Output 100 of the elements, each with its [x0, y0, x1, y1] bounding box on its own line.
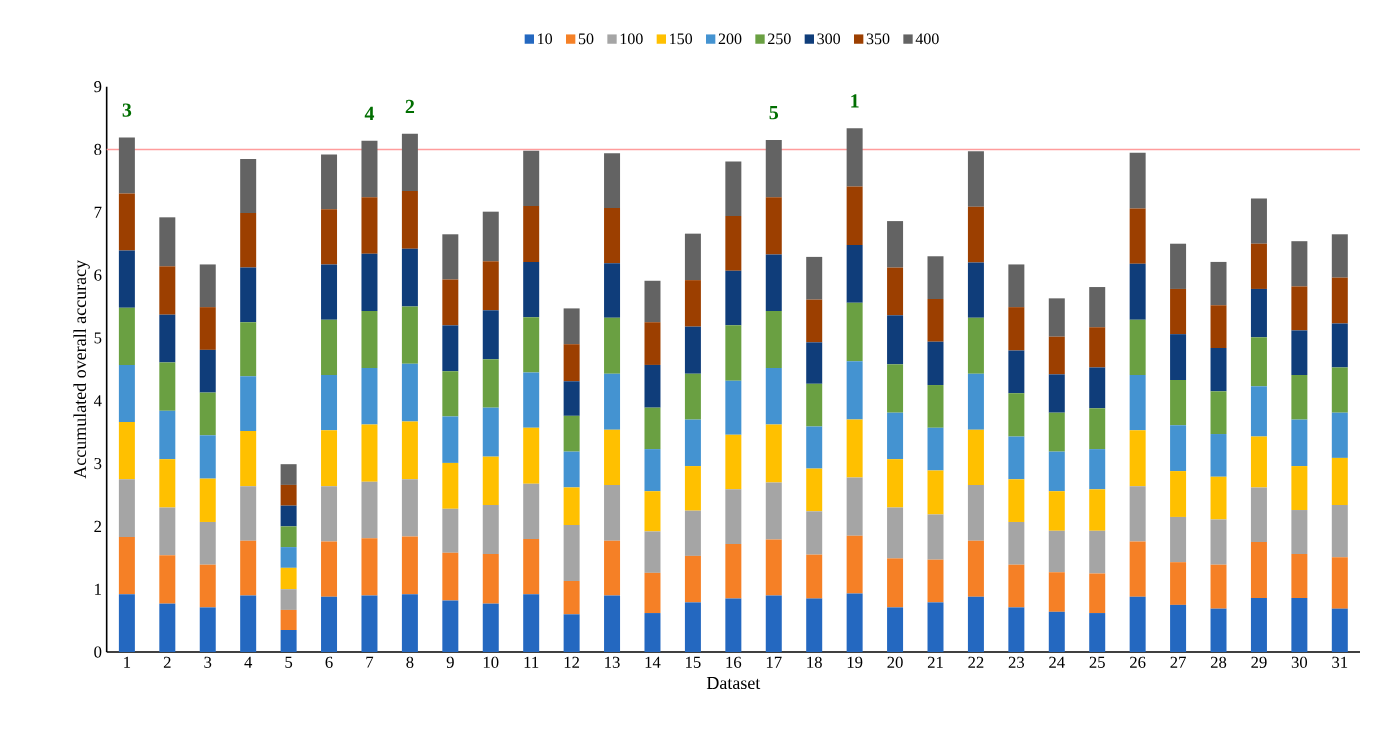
bar: [887, 607, 904, 652]
bar: [240, 430, 257, 487]
bar: [927, 470, 944, 515]
bar: [604, 540, 621, 596]
bar: [442, 508, 459, 553]
bar: [240, 595, 257, 652]
bar: [442, 416, 459, 463]
legend-label: 100: [620, 33, 643, 45]
bar: [482, 310, 499, 360]
bar: [1170, 380, 1187, 426]
bar: [1291, 241, 1308, 287]
x-tick-label: 27: [1170, 656, 1186, 668]
bar: [806, 342, 823, 384]
bar: [1048, 491, 1065, 531]
bar: [482, 211, 499, 262]
bar: [644, 613, 661, 652]
bar: [725, 543, 742, 599]
bar: [644, 322, 661, 365]
bar: [199, 435, 216, 479]
y-tick-label: 9: [94, 81, 102, 93]
legend-label: 200: [718, 33, 742, 45]
bar: [563, 308, 580, 345]
x-tick-label: 5: [285, 656, 293, 668]
bar: [240, 322, 257, 377]
bar: [321, 319, 338, 375]
bar: [846, 477, 863, 536]
bar: [199, 392, 216, 436]
bar: [1250, 386, 1267, 437]
bar: [159, 555, 176, 604]
bar: [1008, 264, 1025, 308]
x-tick-label: 17: [766, 656, 782, 668]
bar: [280, 547, 297, 568]
bar: [644, 364, 661, 408]
bar: [361, 424, 378, 482]
bar: [1089, 530, 1106, 574]
x-tick-label: 13: [605, 656, 620, 668]
bar: [765, 539, 782, 596]
legend-label: 10: [538, 33, 553, 45]
bar: [159, 459, 176, 508]
annotation: 4: [364, 106, 375, 120]
bar: [361, 197, 378, 254]
y-tick-label: 8: [94, 143, 102, 156]
bar: [846, 535, 863, 594]
x-tick-label: 11: [524, 656, 539, 668]
bar: [280, 567, 297, 590]
bar: [765, 595, 782, 652]
bar: [604, 595, 621, 652]
bar: [280, 526, 297, 548]
bar: [1331, 412, 1348, 458]
bar: [482, 407, 499, 457]
bar: [684, 510, 701, 556]
bar: [442, 325, 459, 372]
x-tick-label: 30: [1291, 656, 1308, 668]
bar: [199, 349, 216, 393]
bar: [240, 486, 257, 541]
bar: [887, 364, 904, 413]
bar: [1291, 286, 1308, 331]
x-tick-label: 14: [645, 656, 661, 668]
bar: [684, 373, 701, 420]
bar: [523, 372, 540, 428]
bar: [725, 161, 742, 217]
bar: [523, 206, 540, 262]
bar: [1331, 608, 1348, 652]
bar: [1210, 564, 1227, 609]
bar: [199, 478, 216, 522]
y-tick-label: 6: [94, 269, 102, 281]
bar: [1331, 277, 1348, 324]
bar: [401, 190, 418, 249]
bar: [684, 280, 701, 327]
bar: [1008, 521, 1025, 565]
bar: [1089, 489, 1106, 531]
bar: [401, 133, 418, 191]
bar: [1129, 596, 1146, 652]
bar: [967, 540, 984, 597]
bar: [442, 600, 459, 652]
bar: [684, 555, 701, 603]
bar: [482, 554, 499, 604]
bar: [321, 541, 338, 597]
x-tick-label: 29: [1251, 656, 1267, 668]
bar: [1291, 554, 1308, 598]
x-tick-label: 2: [163, 656, 171, 668]
bar: [523, 261, 540, 318]
bar: [482, 505, 499, 555]
x-tick-label: 6: [325, 656, 333, 668]
bar: [563, 344, 580, 382]
bar: [442, 462, 459, 509]
bar: [846, 361, 863, 420]
bar: [482, 261, 499, 311]
bar: [967, 206, 984, 263]
bar: [725, 325, 742, 381]
bar: [1008, 393, 1025, 437]
legend-label: 150: [670, 33, 693, 45]
bar: [523, 538, 540, 595]
bar: [159, 410, 176, 460]
bar: [280, 630, 297, 652]
y-tick-label: 5: [94, 332, 102, 344]
bar: [927, 602, 944, 652]
bar: [927, 514, 944, 560]
bar: [1129, 208, 1146, 264]
bar: [118, 307, 135, 365]
